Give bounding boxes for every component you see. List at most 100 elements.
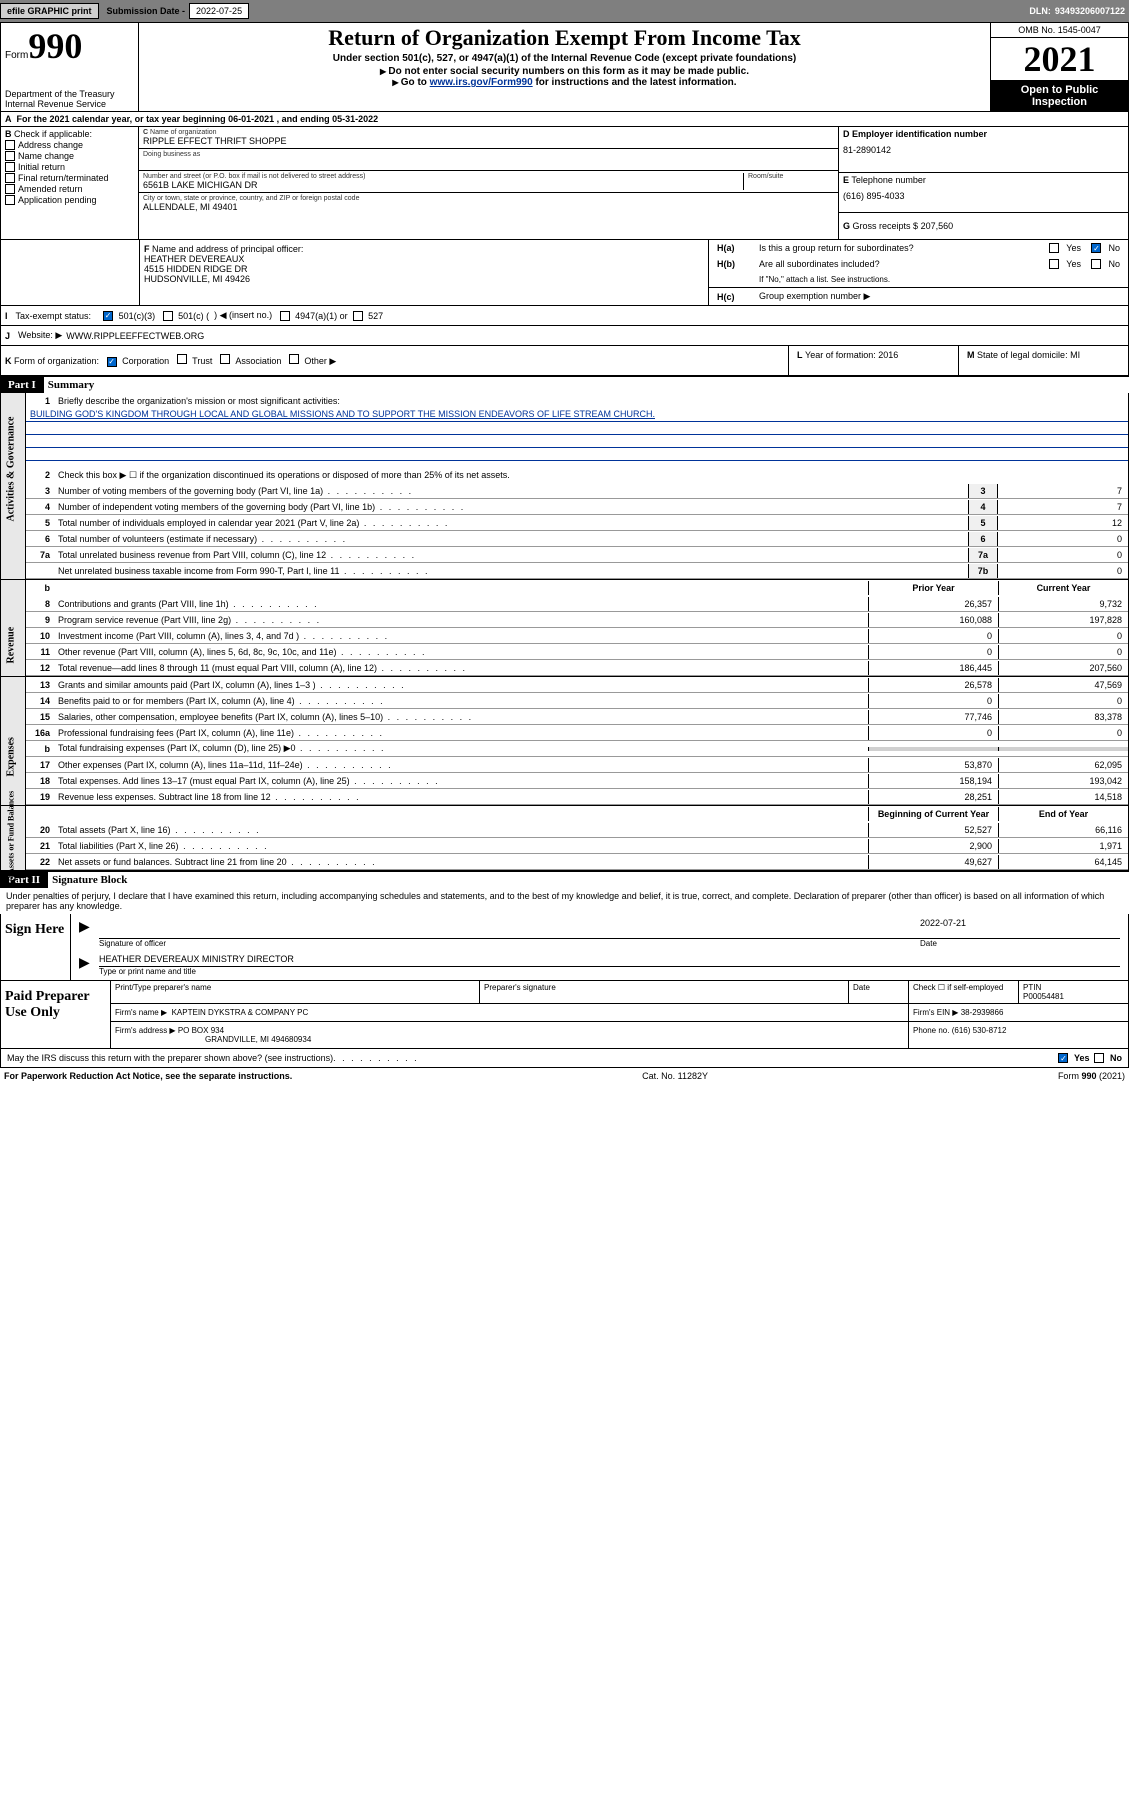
dln-value: 93493206007122 (1055, 6, 1125, 16)
section-revenue: Revenue bPrior YearCurrent Year 8Contrib… (0, 580, 1129, 677)
chk-assoc[interactable] (220, 354, 230, 364)
line-b: bTotal fundraising expenses (Part IX, co… (26, 741, 1128, 757)
gross-receipts: 207,560 (921, 221, 954, 231)
efile-button[interactable]: efile GRAPHIC print (0, 3, 99, 19)
org-name: RIPPLE EFFECT THRIFT SHOPPE (143, 136, 834, 146)
sig-date: 2022-07-21 (920, 918, 1120, 938)
org-street: 6561B LAKE MICHIGAN DR (143, 180, 739, 190)
chk-name[interactable] (5, 151, 15, 161)
part-ii-header: Part IISignature Block (0, 871, 1129, 888)
section-expenses: Expenses 13Grants and similar amounts pa… (0, 677, 1129, 806)
box-d: D Employer identification number 81-2890… (838, 127, 1128, 239)
officer-name-title: HEATHER DEVEREAUX MINISTRY DIRECTOR (99, 954, 1120, 967)
irs-link[interactable]: www.irs.gov/Form990 (430, 77, 533, 88)
row-f-h: F Name and address of principal officer:… (0, 240, 1129, 306)
page-footer: For Paperwork Reduction Act Notice, see … (0, 1068, 1129, 1084)
tax-year: 2021 (991, 38, 1128, 81)
chk-address[interactable] (5, 140, 15, 150)
year-formation: 2016 (878, 350, 898, 360)
dln-label: DLN: (1029, 6, 1051, 16)
summary-line-7a: 7aTotal unrelated business revenue from … (26, 547, 1128, 563)
officer-name: HEATHER DEVEREAUX (144, 254, 244, 264)
part-i-header: Part ISummary (0, 376, 1129, 393)
chk-initial[interactable] (5, 162, 15, 172)
discuss-no[interactable] (1094, 1053, 1104, 1063)
hb-yes[interactable] (1049, 259, 1059, 269)
hb-no[interactable] (1091, 259, 1101, 269)
line-17: 17Other expenses (Part IX, column (A), l… (26, 757, 1128, 773)
open-inspection: Open to Public Inspection (991, 81, 1128, 111)
form-title: Return of Organization Exempt From Incom… (141, 25, 988, 51)
box-b: B Check if applicable: Address change Na… (1, 127, 139, 239)
form-subtitle: Under section 501(c), 527, or 4947(a)(1)… (141, 53, 988, 64)
line-16a: 16aProfessional fundraising fees (Part I… (26, 725, 1128, 741)
line-22: 22Net assets or fund balances. Subtract … (26, 854, 1128, 870)
chk-other[interactable] (289, 354, 299, 364)
row-i: ITax-exempt status: 501(c)(3) 501(c) ( )… (0, 306, 1129, 346)
form-word: Form (5, 50, 28, 61)
top-bar: efile GRAPHIC print Submission Date - 20… (0, 0, 1129, 22)
summary-line-3: 3Number of voting members of the governi… (26, 483, 1128, 499)
row-klm: K Form of organization: Corporation Trus… (0, 346, 1129, 376)
dept-label: Department of the Treasury Internal Reve… (5, 89, 138, 109)
subdate-label: Submission Date - (103, 6, 190, 16)
org-city: ALLENDALE, MI 49401 (143, 202, 834, 212)
line-13: 13Grants and similar amounts paid (Part … (26, 677, 1128, 693)
chk-501c[interactable] (163, 311, 173, 321)
ein: 81-2890142 (843, 145, 1124, 155)
sign-here-label: Sign Here (1, 914, 71, 980)
note-goto: Go to www.irs.gov/Form990 for instructio… (141, 77, 988, 88)
row-a: A For the 2021 calendar year, or tax yea… (0, 112, 1129, 127)
line-20: 20Total assets (Part X, line 16)52,52766… (26, 822, 1128, 838)
discuss-row: May the IRS discuss this return with the… (0, 1049, 1129, 1068)
domicile: MI (1070, 350, 1080, 360)
firm-ein: 38-2939866 (961, 1008, 1004, 1017)
firm-name: KAPTEIN DYKSTRA & COMPANY PC (172, 1008, 309, 1017)
signature-block: Sign Here 2022-07-21 Signature of office… (0, 914, 1129, 981)
website: WWW.RIPPLEEFFECTWEB.ORG (66, 331, 204, 341)
line-10: 10Investment income (Part VIII, column (… (26, 628, 1128, 644)
chk-pending[interactable] (5, 195, 15, 205)
line-19: 19Revenue less expenses. Subtract line 1… (26, 789, 1128, 805)
officer-addr1: 4515 HIDDEN RIDGE DR (144, 264, 248, 274)
mission-text: BUILDING GOD'S KINGDOM THROUGH LOCAL AND… (26, 409, 1128, 422)
chk-final[interactable] (5, 173, 15, 183)
ha-yes[interactable] (1049, 243, 1059, 253)
summary-line-4: 4Number of independent voting members of… (26, 499, 1128, 515)
ha-no[interactable] (1091, 243, 1101, 253)
chk-trust[interactable] (177, 354, 187, 364)
firm-phone: (616) 530-8712 (952, 1026, 1007, 1035)
form-number: 990 (28, 26, 82, 66)
box-c: C Name of organization RIPPLE EFFECT THR… (139, 127, 838, 239)
discuss-yes[interactable] (1058, 1053, 1068, 1063)
penalties-text: Under penalties of perjury, I declare th… (0, 888, 1129, 914)
paid-preparer-block: Paid Preparer Use Only Print/Type prepar… (0, 981, 1129, 1049)
line-8: 8Contributions and grants (Part VIII, li… (26, 596, 1128, 612)
ptin: P00054481 (1023, 992, 1124, 1001)
line-12: 12Total revenue—add lines 8 through 11 (… (26, 660, 1128, 676)
firm-addr: PO BOX 934 (178, 1026, 224, 1035)
subdate-value: 2022-07-25 (189, 3, 249, 19)
section-governance: Activities & Governance 1Briefly describ… (0, 393, 1129, 580)
summary-line-5: 5Total number of individuals employed in… (26, 515, 1128, 531)
section-bcd: B Check if applicable: Address change Na… (0, 127, 1129, 240)
chk-527[interactable] (353, 311, 363, 321)
omb-number: OMB No. 1545-0047 (991, 23, 1128, 38)
line-21: 21Total liabilities (Part X, line 26)2,9… (26, 838, 1128, 854)
line-11: 11Other revenue (Part VIII, column (A), … (26, 644, 1128, 660)
chk-amended[interactable] (5, 184, 15, 194)
chk-corp[interactable] (107, 357, 117, 367)
firm-addr2: GRANDVILLE, MI 494680934 (205, 1035, 311, 1044)
line-18: 18Total expenses. Add lines 13–17 (must … (26, 773, 1128, 789)
chk-501c3[interactable] (103, 311, 113, 321)
line-14: 14Benefits paid to or for members (Part … (26, 693, 1128, 709)
chk-4947[interactable] (280, 311, 290, 321)
form-header: Form990 Department of the Treasury Inter… (0, 22, 1129, 112)
line-15: 15Salaries, other compensation, employee… (26, 709, 1128, 725)
summary-line-6: 6Total number of volunteers (estimate if… (26, 531, 1128, 547)
line-9: 9Program service revenue (Part VIII, lin… (26, 612, 1128, 628)
paid-prep-label: Paid Preparer Use Only (1, 981, 111, 1048)
phone: (616) 895-4033 (843, 191, 1124, 201)
officer-addr2: HUDSONVILLE, MI 49426 (144, 274, 250, 284)
summary-line-7b: Net unrelated business taxable income fr… (26, 563, 1128, 579)
